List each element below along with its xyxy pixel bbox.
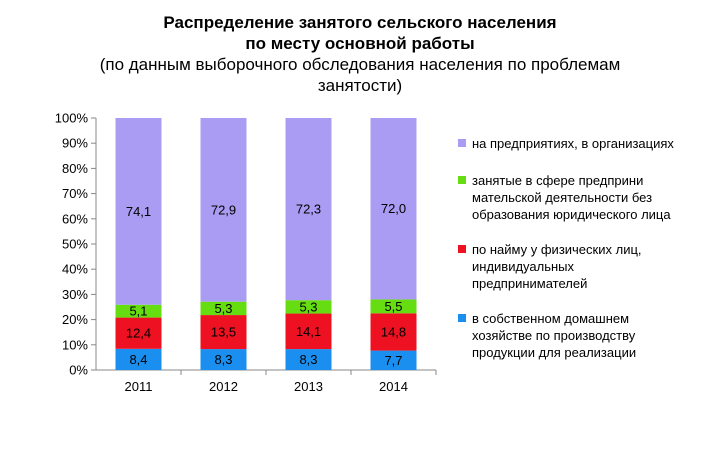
x-tick-label: 2013 <box>294 379 323 394</box>
data-label: 8,4 <box>129 352 147 367</box>
data-label: 5,3 <box>214 301 232 316</box>
data-label: 74,1 <box>126 204 151 219</box>
bar-segment <box>370 118 417 300</box>
bar-segment <box>285 313 332 350</box>
legend-swatch <box>458 176 466 184</box>
bar-segment <box>285 118 332 301</box>
chart-title-line-2: по месту основной работы <box>245 34 475 53</box>
y-tick-label: 30% <box>62 287 88 302</box>
chart-subtitle-line-2: занятости) <box>317 76 403 95</box>
x-tick-label: 2014 <box>379 379 408 394</box>
bar-segment <box>115 348 162 370</box>
legend-item: занятые в сфере предприни мательской деят… <box>458 172 708 223</box>
legend-label: продукции для реализации <box>472 345 637 360</box>
bar-segment <box>200 315 247 350</box>
legend-label: мательской деятельности без <box>472 190 653 205</box>
y-tick-label: 0% <box>69 363 88 378</box>
legend-item: по найму у физических лиц, индивидуальных… <box>458 241 708 292</box>
legend-label: предпринимателей <box>472 276 588 291</box>
y-tick-label: 10% <box>62 337 88 352</box>
data-label: 14,8 <box>381 324 406 339</box>
legend-swatch <box>458 245 466 253</box>
data-label: 13,5 <box>211 325 236 340</box>
legend-label: образования юридического лица <box>472 207 671 222</box>
data-label: 7,7 <box>384 353 402 368</box>
chart-subtitle-line-1: (по данным выборочного обследования насе… <box>99 55 621 74</box>
legend-label: индивидуальных <box>472 259 575 274</box>
data-label: 8,3 <box>214 352 232 367</box>
legend-item: в собственном домашнем хозяйстве по произ… <box>458 310 708 361</box>
y-tick-label: 40% <box>62 262 88 277</box>
legend-label: занятые в сфере предприни <box>472 173 644 188</box>
y-tick-label: 50% <box>62 237 88 252</box>
bar-segment <box>115 304 162 318</box>
data-label: 5,1 <box>129 304 147 319</box>
data-label: 72,0 <box>381 201 406 216</box>
legend-item: на предприятиях, в организациях <box>458 135 708 152</box>
x-tick-label: 2012 <box>209 379 238 394</box>
legend-label: по найму у физических лиц, <box>472 242 642 257</box>
data-label: 5,5 <box>384 299 402 314</box>
chart-title-line-1: Распределение занятого сельского населен… <box>163 13 557 32</box>
bar-segment <box>200 349 247 370</box>
bar-segment <box>115 317 162 349</box>
y-tick-label: 100% <box>55 111 89 126</box>
y-tick-label: 80% <box>62 161 88 176</box>
legend-label: в собственном домашнем <box>472 311 630 326</box>
bar-segment <box>285 349 332 370</box>
data-label: 14,1 <box>296 324 321 339</box>
bar-segment <box>200 301 247 316</box>
bar-segment <box>370 350 417 370</box>
bar-segment <box>285 300 332 314</box>
bar-segment <box>370 299 417 314</box>
legend-label: на предприятиях, в организациях <box>472 136 674 151</box>
bar-segment <box>115 118 162 305</box>
chart-legend: на предприятиях, в организациях занятые в… <box>458 135 708 379</box>
y-tick-label: 90% <box>62 136 88 151</box>
data-label: 72,3 <box>296 202 321 217</box>
legend-swatch <box>458 139 466 147</box>
y-tick-label: 70% <box>62 186 88 201</box>
y-tick-label: 20% <box>62 312 88 327</box>
y-tick-label: 60% <box>62 211 88 226</box>
bar-segment <box>370 313 417 351</box>
data-label: 72,9 <box>211 202 236 217</box>
chart-title-block: Распределение занятого сельского населен… <box>60 12 660 96</box>
legend-label: хозяйстве по производству <box>472 328 636 343</box>
data-label: 8,3 <box>299 352 317 367</box>
legend-swatch <box>458 314 466 322</box>
data-label: 5,3 <box>299 299 317 314</box>
x-tick-label: 2011 <box>125 379 153 394</box>
bar-segment <box>200 118 247 302</box>
data-label: 12,4 <box>126 326 151 341</box>
